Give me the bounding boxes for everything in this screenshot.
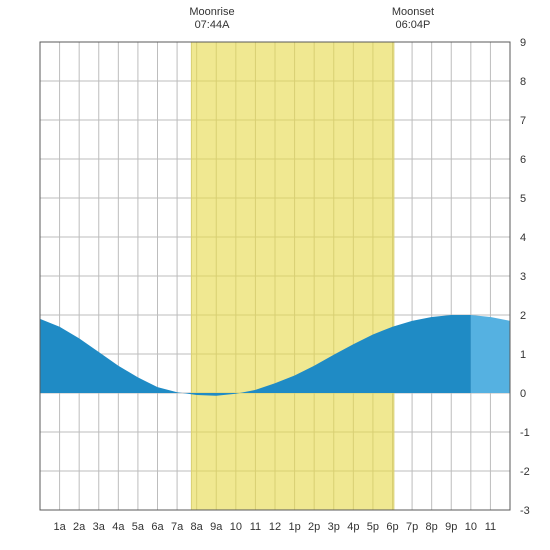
x-tick-label: 12 — [269, 521, 281, 533]
x-tick-label: 8a — [191, 521, 204, 533]
x-tick-label: 3p — [328, 521, 340, 533]
x-tick-label: 6p — [386, 521, 398, 533]
x-tick-label: 2a — [73, 521, 86, 533]
y-tick-label: 0 — [520, 388, 526, 400]
moonset-time: 06:04P — [392, 19, 434, 32]
x-tick-label: 8p — [426, 521, 438, 533]
x-tick-label: 10 — [465, 521, 477, 533]
y-tick-label: 4 — [520, 232, 526, 244]
x-tick-label: 1p — [288, 521, 300, 533]
tide-moon-chart: Moonrise 07:44A Moonset 06:04P -3-2-1012… — [0, 0, 550, 550]
x-tick-label: 1a — [53, 521, 66, 533]
x-tick-label: 5p — [367, 521, 379, 533]
moonset-title: Moonset — [392, 6, 434, 19]
y-tick-label: -1 — [520, 427, 530, 439]
x-tick-label: 10 — [230, 521, 242, 533]
x-tick-label: 7a — [171, 521, 184, 533]
moonrise-title: Moonrise — [189, 6, 234, 19]
x-tick-label: 4a — [112, 521, 125, 533]
y-tick-label: 5 — [520, 193, 526, 205]
y-tick-label: 2 — [520, 310, 526, 322]
x-tick-label: 9p — [445, 521, 457, 533]
x-tick-label: 6a — [151, 521, 164, 533]
x-tick-label: 11 — [485, 521, 496, 533]
x-tick-label: 5a — [132, 521, 145, 533]
moonrise-annotation: Moonrise 07:44A — [189, 6, 234, 32]
y-tick-label: -3 — [520, 505, 530, 517]
y-tick-label: 1 — [520, 349, 526, 361]
x-tick-label: 11 — [250, 521, 261, 533]
moonset-annotation: Moonset 06:04P — [392, 6, 434, 32]
x-tick-label: 9a — [210, 521, 223, 533]
y-tick-label: 7 — [520, 115, 526, 127]
x-tick-label: 7p — [406, 521, 418, 533]
y-tick-label: 6 — [520, 154, 526, 166]
y-tick-label: -2 — [520, 466, 530, 478]
y-tick-label: 8 — [520, 76, 526, 88]
x-tick-label: 2p — [308, 521, 320, 533]
y-tick-label: 3 — [520, 271, 526, 283]
x-tick-label: 3a — [93, 521, 106, 533]
x-tick-label: 4p — [347, 521, 359, 533]
y-tick-label: 9 — [520, 37, 526, 49]
moonrise-time: 07:44A — [189, 19, 234, 32]
chart-svg: -3-2-101234567891a2a3a4a5a6a7a8a9a101112… — [0, 0, 550, 550]
